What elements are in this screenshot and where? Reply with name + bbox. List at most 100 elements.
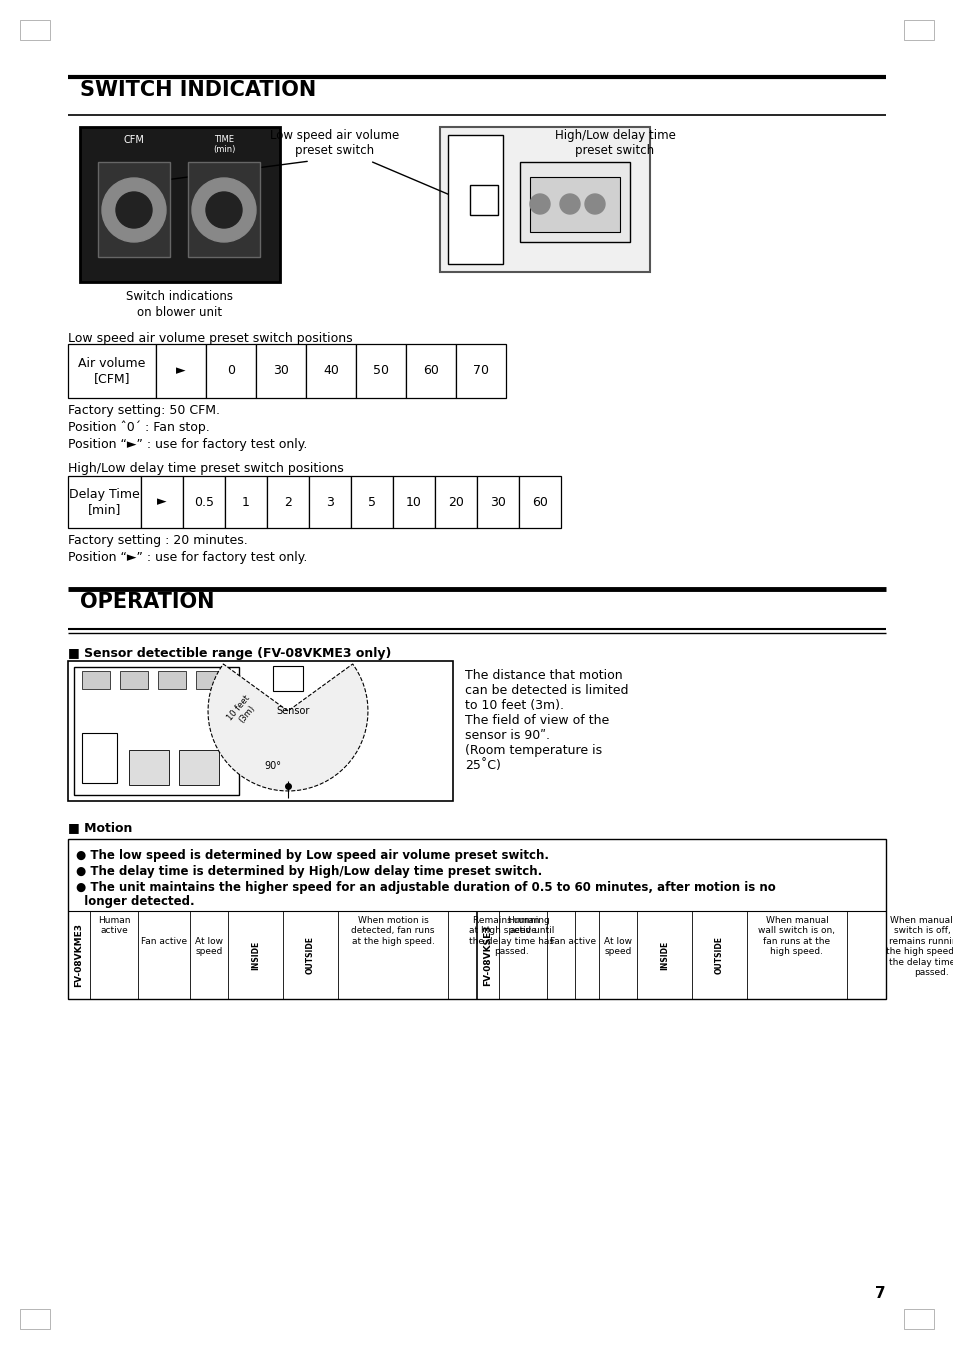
Bar <box>448 135 502 264</box>
Text: Human
active: Human active <box>97 916 131 935</box>
Text: 30: 30 <box>273 364 289 378</box>
Text: Fan active: Fan active <box>141 938 187 947</box>
Text: 2: 2 <box>284 495 292 509</box>
Bar <box>470 185 497 214</box>
Text: 10 feet
(3m): 10 feet (3m) <box>226 693 260 728</box>
Bar <box>456 344 505 398</box>
Text: SWITCH INDICATION: SWITCH INDICATION <box>80 80 315 100</box>
Text: Position “►” : use for factory test only.: Position “►” : use for factory test only… <box>68 438 307 451</box>
Text: TIME
(min): TIME (min) <box>213 135 235 154</box>
Text: 5: 5 <box>368 495 375 509</box>
Text: preset switch: preset switch <box>295 144 375 156</box>
Text: 40: 40 <box>323 364 338 378</box>
Bar <box>188 162 260 258</box>
Text: 0.5: 0.5 <box>193 495 213 509</box>
Text: can be detected is limited: can be detected is limited <box>464 684 628 697</box>
Text: When manual
wall switch is on,
fan runs at the
high speed.: When manual wall switch is on, fan runs … <box>758 916 835 956</box>
Text: OUTSIDE: OUTSIDE <box>714 936 723 974</box>
Bar <box>435 476 476 527</box>
Text: The distance that motion: The distance that motion <box>464 669 622 683</box>
Text: CFM: CFM <box>124 135 144 144</box>
Bar <box>530 177 619 232</box>
Text: The field of view of the: The field of view of the <box>464 714 609 727</box>
Bar <box>206 344 255 398</box>
Text: Remains running
at high speed until
the delay time has
passed.: Remains running at high speed until the … <box>468 916 554 956</box>
Text: 60: 60 <box>422 364 438 378</box>
Bar <box>306 344 355 398</box>
Text: 20: 20 <box>448 495 463 509</box>
Text: Delay Time
[min]: Delay Time [min] <box>69 488 140 517</box>
Bar <box>179 750 219 785</box>
Bar <box>68 839 885 1000</box>
Text: sensor is 90ʺ.: sensor is 90ʺ. <box>464 728 550 742</box>
Text: Factory setting: 50 CFM.: Factory setting: 50 CFM. <box>68 403 220 417</box>
Text: 25˚C): 25˚C) <box>464 759 500 772</box>
Bar <box>439 127 649 272</box>
Text: At low
speed: At low speed <box>603 936 631 956</box>
Text: 7: 7 <box>875 1286 885 1300</box>
Circle shape <box>192 178 255 241</box>
Text: ■ Motion: ■ Motion <box>68 822 132 834</box>
Bar <box>82 733 117 782</box>
Text: FV-08VKME3: FV-08VKME3 <box>74 923 84 987</box>
Bar <box>80 127 280 282</box>
Text: 70: 70 <box>473 364 489 378</box>
Text: (Room temperature is: (Room temperature is <box>464 745 601 757</box>
Text: 90°: 90° <box>264 761 281 772</box>
Text: Human
active: Human active <box>506 916 538 935</box>
Text: 10: 10 <box>406 495 421 509</box>
Circle shape <box>559 194 579 214</box>
Bar <box>98 162 170 258</box>
Text: High/Low delay time preset switch positions: High/Low delay time preset switch positi… <box>68 461 343 475</box>
Polygon shape <box>208 664 368 791</box>
Bar <box>120 670 148 689</box>
Bar <box>141 476 183 527</box>
Circle shape <box>206 192 242 228</box>
Bar <box>309 476 351 527</box>
Bar <box>20 20 50 40</box>
Circle shape <box>584 194 604 214</box>
Text: Factory setting : 20 minutes.: Factory setting : 20 minutes. <box>68 534 248 546</box>
Text: Switch indications: Switch indications <box>127 290 233 304</box>
Text: 30: 30 <box>490 495 505 509</box>
Text: When manual wall
switch is off, Fan
remains running at
the high speed until
the : When manual wall switch is off, Fan rema… <box>885 916 953 977</box>
Bar <box>68 661 453 801</box>
Bar <box>518 476 560 527</box>
Text: 0: 0 <box>479 193 488 206</box>
Text: INSIDE: INSIDE <box>659 940 668 970</box>
Text: 0: 0 <box>227 364 234 378</box>
Text: Low speed air volume: Low speed air volume <box>270 130 399 142</box>
Bar <box>82 670 110 689</box>
Text: 60: 60 <box>532 495 547 509</box>
Bar <box>406 344 456 398</box>
Bar <box>158 670 186 689</box>
Bar <box>903 20 933 40</box>
Text: OUTSIDE: OUTSIDE <box>306 936 314 974</box>
Bar <box>129 750 169 785</box>
Bar <box>74 666 239 795</box>
Text: At low
speed: At low speed <box>194 936 223 956</box>
Text: Sensor: Sensor <box>276 706 310 716</box>
Bar <box>273 666 303 691</box>
Text: ● The low speed is determined by Low speed air volume preset switch.: ● The low speed is determined by Low spe… <box>76 849 548 862</box>
Text: on blower unit: on blower unit <box>137 306 222 318</box>
Bar <box>476 476 518 527</box>
Text: Air volume
[CFM]: Air volume [CFM] <box>78 357 146 384</box>
Bar <box>225 476 267 527</box>
Bar <box>156 344 206 398</box>
Text: 50: 50 <box>373 364 389 378</box>
Bar <box>68 344 156 398</box>
Text: ►: ► <box>176 364 186 378</box>
Text: Fan active: Fan active <box>549 938 596 947</box>
Text: Low speed air volume preset switch positions: Low speed air volume preset switch posit… <box>68 332 353 345</box>
Bar <box>903 1309 933 1329</box>
Text: ►: ► <box>157 495 167 509</box>
Text: When motion is
detected, fan runs
at the high speed.: When motion is detected, fan runs at the… <box>351 916 435 946</box>
Text: 1: 1 <box>242 495 250 509</box>
Text: ● The delay time is determined by High/Low delay time preset switch.: ● The delay time is determined by High/L… <box>76 865 541 878</box>
Text: Position “►” : use for factory test only.: Position “►” : use for factory test only… <box>68 550 307 564</box>
Bar <box>183 476 225 527</box>
Text: 3: 3 <box>326 495 334 509</box>
Bar <box>355 344 406 398</box>
Bar <box>255 344 306 398</box>
